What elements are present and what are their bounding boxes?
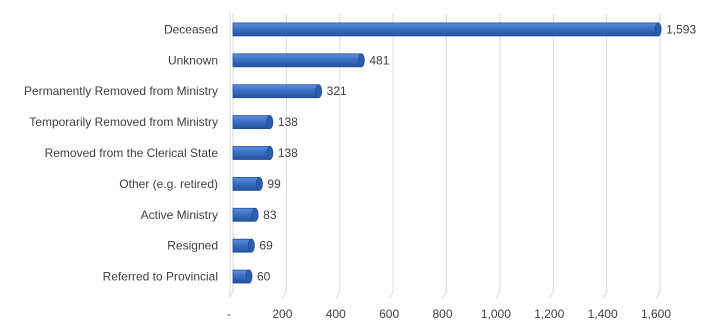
x-tick-label: 1,000 xyxy=(481,307,511,321)
bar xyxy=(232,176,260,191)
category-label: Permanently Removed from Ministry xyxy=(24,84,218,98)
category-label: Temporarily Removed from Ministry xyxy=(29,115,218,129)
bar-end-cap xyxy=(315,84,323,99)
bars xyxy=(232,22,662,284)
category-label: Active Ministry xyxy=(141,208,218,222)
gridline-depth xyxy=(548,291,554,299)
x-tick-label: 400 xyxy=(326,307,346,321)
bar xyxy=(232,22,659,37)
bar-end-cap xyxy=(245,269,253,284)
data-label: 321 xyxy=(327,84,347,98)
gridline-depth xyxy=(655,291,661,299)
bar-end-cap xyxy=(266,146,274,160)
data-label: 60 xyxy=(257,270,271,284)
data-label: 481 xyxy=(369,53,389,67)
bar-end-cap xyxy=(256,176,263,191)
bar-end-cap xyxy=(357,53,365,68)
category-label: Resigned xyxy=(167,239,218,253)
category-label: Deceased xyxy=(164,22,218,36)
bar-end-cap xyxy=(266,115,274,130)
data-label: 138 xyxy=(278,146,298,160)
gridline-depth xyxy=(442,291,447,299)
x-tick-label: 200 xyxy=(272,307,292,321)
x-tick-label: 1,200 xyxy=(534,307,564,321)
x-tick-label: - xyxy=(227,307,231,321)
bar-end-cap xyxy=(251,207,259,222)
x-tick-label: 800 xyxy=(432,307,452,321)
x-tick-label: 600 xyxy=(379,307,399,321)
gridline-depth xyxy=(335,291,341,299)
x-tick-label: 1,400 xyxy=(588,307,618,321)
x-tick-label: 1,600 xyxy=(641,307,671,321)
category-label: Other (e.g. retired) xyxy=(119,177,218,191)
bar xyxy=(232,53,362,68)
gridline-depth xyxy=(495,291,501,299)
data-label: 99 xyxy=(267,177,281,191)
bar-end-cap xyxy=(248,238,255,253)
data-label: 1,593 xyxy=(666,22,696,36)
category-label: Unknown xyxy=(168,53,218,67)
data-label: 69 xyxy=(259,239,273,253)
data-label: 83 xyxy=(263,208,277,222)
labels: Deceased 1,593 Unknown 481 Permanently Remov… xyxy=(24,22,697,283)
category-label: Referred to Provincial xyxy=(103,270,218,284)
bar xyxy=(232,84,320,99)
gridline-depth xyxy=(388,291,394,299)
axis: - 200 400 600 800 1,000 1,200 1,400 1,600 xyxy=(227,12,671,321)
bar xyxy=(232,115,271,130)
gridline-depth xyxy=(602,291,608,299)
gridline-depth xyxy=(281,291,287,299)
gridline-depth xyxy=(228,291,234,299)
bar xyxy=(232,146,271,160)
category-label: Removed from the Clerical State xyxy=(45,146,219,160)
data-label: 138 xyxy=(278,115,298,129)
bar-end-cap xyxy=(654,22,662,37)
